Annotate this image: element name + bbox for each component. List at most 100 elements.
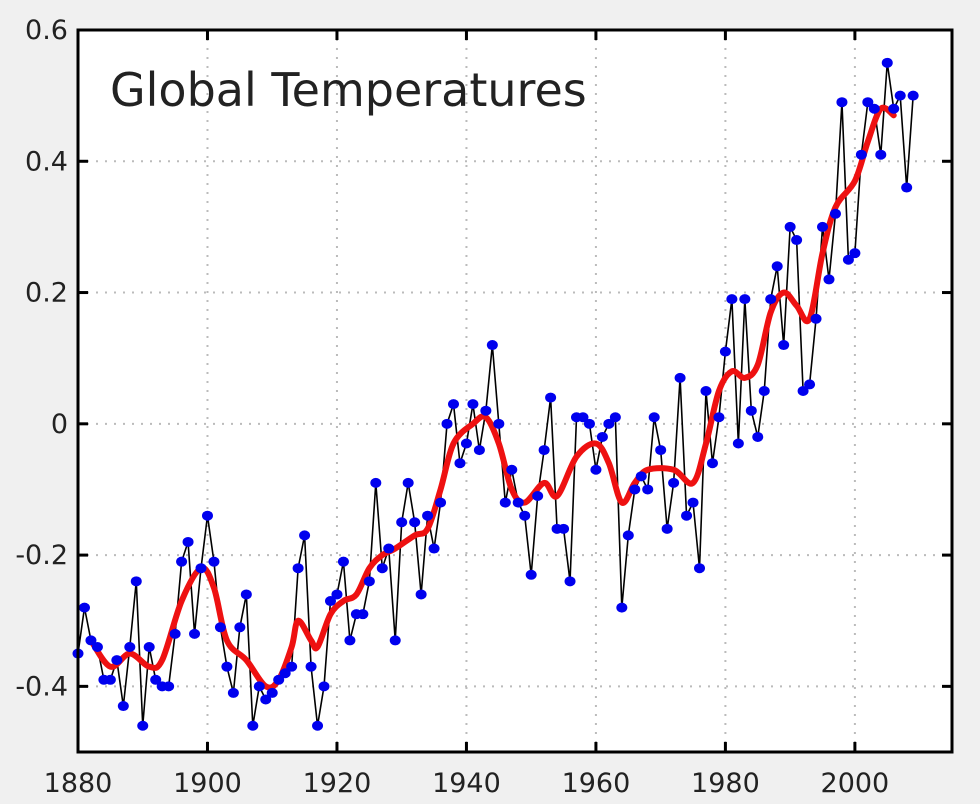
annual-data-point (635, 471, 647, 482)
annual-data-point (784, 221, 796, 232)
chart-title: Global Temperatures (110, 63, 587, 117)
annual-data-point (389, 635, 401, 646)
plot-background (78, 30, 952, 752)
annual-data-point (266, 687, 278, 698)
annual-data-point (78, 602, 90, 613)
annual-data-point (480, 405, 492, 416)
annual-data-point (117, 701, 129, 712)
annual-data-point (558, 523, 570, 534)
annual-data-point (823, 274, 835, 285)
annual-data-point (868, 103, 880, 114)
annual-data-point (765, 294, 777, 305)
annual-data-point (299, 530, 311, 541)
y-tick-label: 0.4 (25, 146, 68, 177)
annual-data-point (596, 431, 608, 442)
annual-data-point (169, 628, 181, 639)
annual-data-point (305, 661, 317, 672)
annual-data-point (817, 221, 829, 232)
annual-data-point (590, 464, 602, 475)
annual-data-point (532, 491, 544, 502)
x-tick-label: 1980 (691, 768, 760, 799)
annual-data-point (661, 523, 673, 534)
annual-data-point (286, 661, 298, 672)
annual-data-point (739, 294, 751, 305)
annual-data-point (706, 458, 718, 469)
x-tick-label: 2000 (821, 768, 890, 799)
annual-data-point (752, 431, 764, 442)
annual-data-point (778, 340, 790, 351)
annual-data-point (862, 97, 874, 108)
annual-data-point (428, 543, 440, 554)
annual-data-point (467, 399, 479, 410)
annual-data-point (396, 517, 408, 528)
annual-data-point (901, 182, 913, 193)
annual-data-point (713, 412, 725, 423)
annual-data-point (253, 681, 265, 692)
annual-data-point (447, 399, 459, 410)
annual-data-point (208, 556, 220, 567)
y-tick-label: 0.2 (25, 278, 68, 309)
y-tick-label: -0.2 (15, 540, 68, 571)
annual-data-point (227, 687, 239, 698)
x-tick-label: 1880 (44, 768, 113, 799)
annual-data-point (273, 674, 285, 685)
annual-data-point (383, 543, 395, 554)
annual-data-point (137, 720, 149, 731)
annual-data-point (91, 641, 103, 652)
annual-data-point (460, 438, 472, 449)
y-tick-label: 0.6 (25, 15, 68, 46)
annual-data-point (622, 530, 634, 541)
annual-data-point (247, 720, 259, 731)
annual-data-point (357, 609, 369, 620)
annual-data-point (422, 510, 434, 521)
annual-data-point (894, 90, 906, 101)
annual-data-point (130, 576, 142, 587)
annual-data-point (324, 596, 336, 607)
annual-data-point (564, 576, 576, 587)
annual-data-point (881, 57, 893, 68)
annual-data-point (745, 405, 757, 416)
annual-data-point (370, 477, 382, 488)
annual-data-point (810, 313, 822, 324)
annual-data-point (603, 418, 615, 429)
annual-data-point (85, 635, 97, 646)
smoothed-trend-line (87, 104, 897, 691)
y-tick-label: 0 (51, 409, 68, 440)
annual-data-point (512, 497, 524, 508)
annual-data-point (318, 681, 330, 692)
annual-data-point (292, 563, 304, 574)
annual-data-point (642, 484, 654, 495)
annual-data-point (182, 536, 194, 547)
annual-data-point (616, 602, 628, 613)
annual-data-point (771, 261, 783, 272)
annual-data-point (124, 641, 136, 652)
annual-data-point (454, 458, 466, 469)
annual-data-point (829, 208, 841, 219)
annual-data-point (687, 497, 699, 508)
annual-data-point (176, 556, 188, 567)
annual-data-point (363, 576, 375, 587)
annual-data-point (331, 589, 343, 600)
annual-data-point (234, 622, 246, 633)
annual-data-point (519, 510, 531, 521)
annual-data-point (201, 510, 213, 521)
x-tick-label: 1900 (173, 768, 242, 799)
annual-data-point (376, 563, 388, 574)
annual-data-point (240, 589, 252, 600)
grid (78, 30, 952, 752)
annual-data-point (260, 694, 272, 705)
annual-data-point (609, 412, 621, 423)
plot-frame (76, 28, 954, 754)
annual-data-point (221, 661, 233, 672)
x-tick-label: 1960 (562, 768, 631, 799)
annual-data-point (279, 668, 291, 679)
annual-data-point (195, 563, 207, 574)
annual-data-point (150, 674, 162, 685)
annual-data-point (538, 445, 550, 456)
annual-data-point (849, 248, 861, 259)
annual-data-point (797, 386, 809, 396)
annual-data-point (506, 464, 518, 475)
annual-data-point (907, 90, 919, 101)
annual-data-point (344, 635, 356, 646)
